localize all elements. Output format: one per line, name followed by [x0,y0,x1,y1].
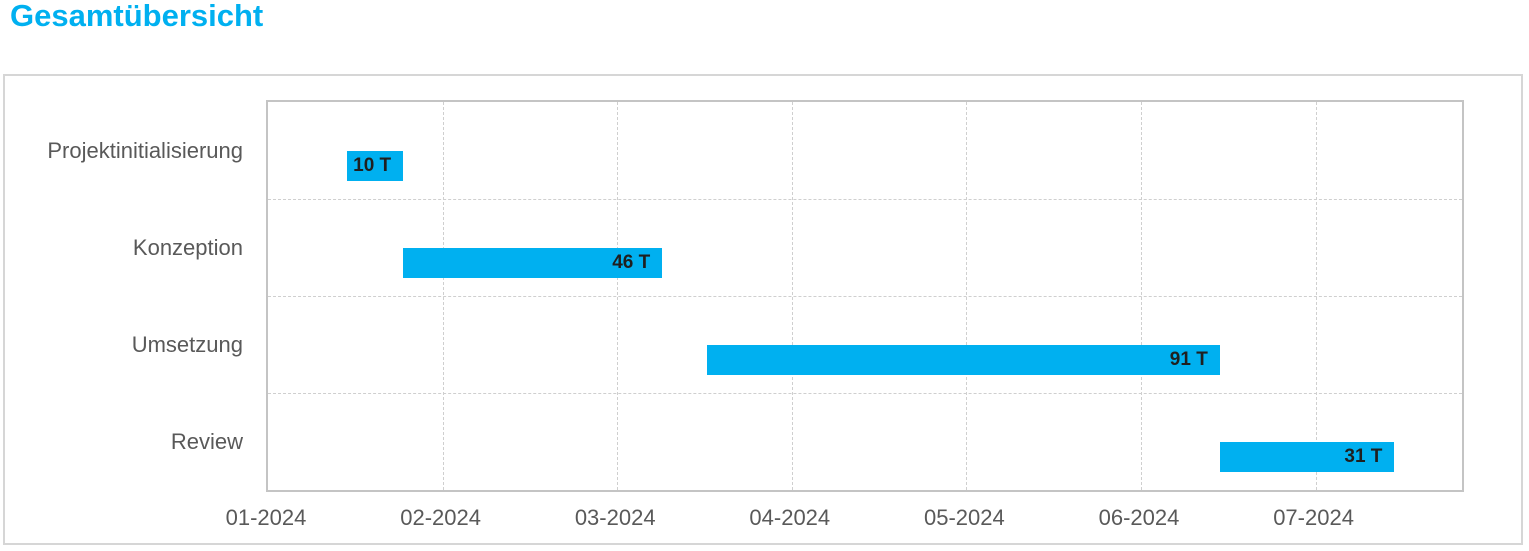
category-label: Umsetzung [131,331,243,357]
x-axis: 01-2024 02-2024 03-2024 04-2024 05-2024 06-20… [226,500,1464,536]
category-label: Review [170,428,243,454]
bar-duration-label: 91 T [1169,349,1208,370]
x-tick-label: 05-2024 [924,505,1005,530]
x-tick-label: 01-2024 [225,505,307,530]
h-gridline [268,296,1462,297]
x-tick-label: 06-2024 [1098,505,1180,530]
h-gridline [268,393,1462,394]
x-tick-label: 07-2024 [1273,505,1354,530]
gantt-bar: 31 T [1219,442,1395,472]
x-tick-label: 04-2024 [749,505,831,530]
x-tick-label: 03-2024 [574,505,656,530]
bar-duration-label: 46 T [612,252,651,273]
x-tick-label: 02-2024 [400,505,481,530]
chart-card: Projektinitialisierung Konzeption Umsetzun… [3,74,1523,545]
bar-duration-label: 10 T [353,155,392,176]
gantt-bar: 10 T [346,151,404,181]
page-title: Gesamtübersicht [10,0,264,33]
category-label: Projektinitialisierung [47,137,243,163]
gantt-bar: 91 T [707,345,1220,375]
h-gridline [268,199,1462,200]
bar-duration-label: 31 T [1344,446,1383,467]
plot-area: 10 T 46 T 91 T 31 T [266,100,1464,492]
gantt-bar: 46 T [403,248,663,278]
category-label: Konzeption [132,234,243,260]
category-axis: Projektinitialisierung Konzeption Umsetzun… [5,100,249,492]
